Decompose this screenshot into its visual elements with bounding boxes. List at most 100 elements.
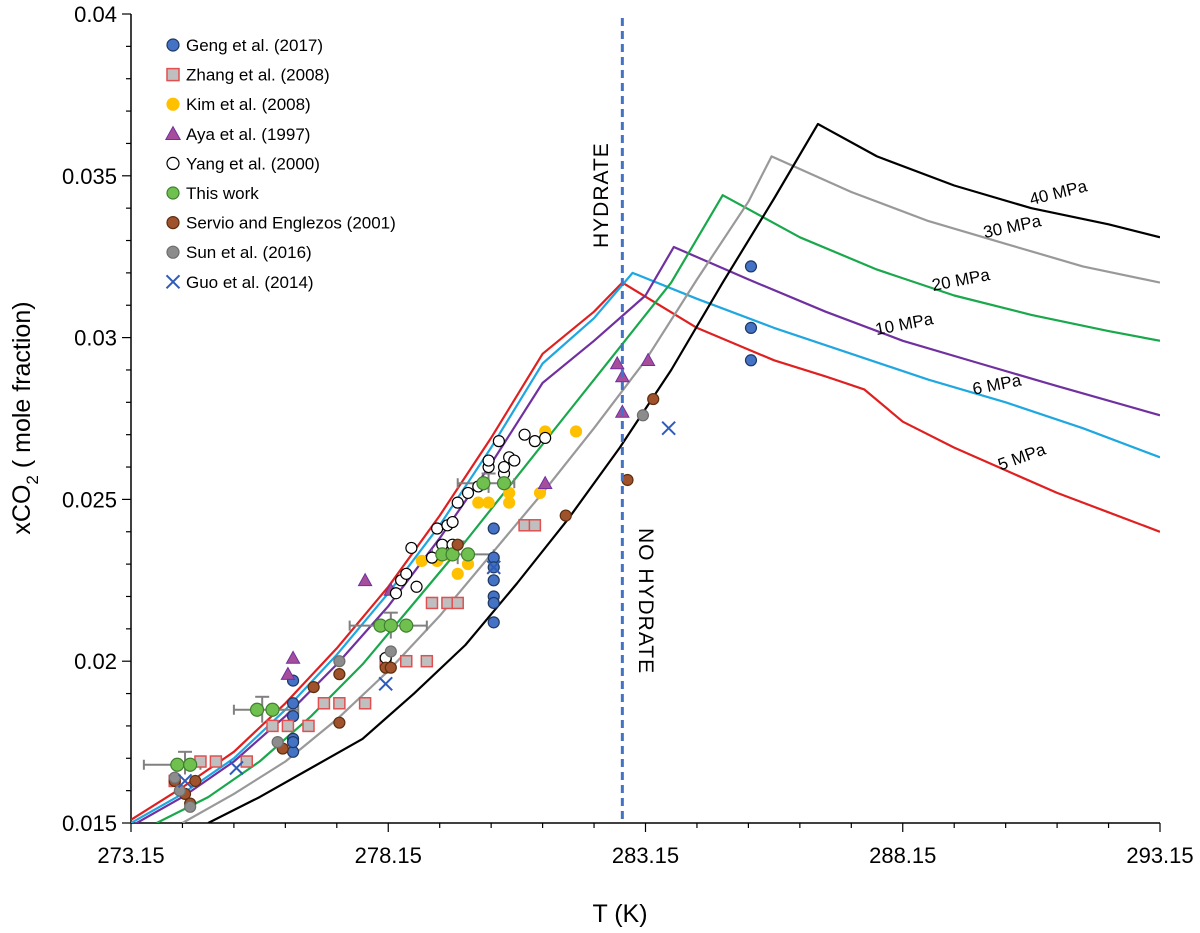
point-zhang-et-al-2008 (528, 519, 542, 532)
x-tick-label: 278.15 (355, 843, 422, 868)
curve-label: 5 MPa (995, 440, 1048, 475)
point-aya-et-al-1997 (609, 355, 625, 370)
point-aya-et-al-1997 (285, 650, 301, 664)
point-yang-et-al-2000 (461, 486, 475, 500)
point-geng-et-al-2017 (487, 574, 500, 587)
point-geng-et-al-2017 (487, 522, 500, 535)
y-axis-title: xCO2 ( mole fraction) (8, 301, 42, 534)
x-axis-title: T (K) (592, 900, 647, 928)
x-tick-label: 273.15 (97, 843, 164, 868)
point-this-work (496, 476, 512, 491)
point-this-work (476, 476, 491, 491)
point-this-work (265, 702, 280, 717)
legend-marker (166, 216, 180, 230)
point-sun-et-al-2016 (636, 409, 650, 422)
x-tick-label: 283.15 (612, 843, 679, 868)
legend-label: Geng et al. (2017) (186, 36, 323, 55)
point-geng-et-al-2017 (286, 735, 300, 749)
point-zhang-et-al-2008 (425, 596, 439, 610)
point-servio-and-englezos-2001 (189, 774, 202, 788)
point-zhang-et-al-2008 (441, 596, 454, 610)
point-yang-et-al-2000 (528, 435, 541, 448)
legend-label: Yang et al. (2000) (186, 154, 320, 173)
y-axis-title-main: xCO (8, 485, 36, 535)
point-geng-et-al-2017 (744, 321, 758, 334)
legend-marker (166, 245, 180, 259)
point-servio-and-englezos-2001 (307, 680, 320, 694)
point-kim-et-al-2008 (472, 496, 485, 509)
point-servio-and-englezos-2001 (384, 661, 397, 674)
curve-30-mpa (181, 155, 1160, 823)
point-zhang-et-al-2008 (400, 654, 413, 668)
point-zhang-et-al-2008 (266, 719, 279, 733)
point-servio-and-englezos-2001 (647, 392, 660, 406)
legend-label: Sun et al. (2016) (186, 243, 312, 262)
y-tick-label: 0.015 (62, 811, 117, 836)
legend: Geng et al. (2017) Zhang et al. (2008) Kim… (164, 36, 396, 292)
point-sun-et-al-2016 (184, 800, 197, 813)
point-sun-et-al-2016 (384, 645, 397, 658)
point-geng-et-al-2017 (286, 697, 300, 710)
point-zhang-et-al-2008 (317, 697, 331, 710)
point-yang-et-al-2000 (405, 541, 418, 555)
legend-label: Guo et al. (2014) (186, 273, 314, 292)
x-tick-label: 293.15 (1126, 843, 1193, 868)
y-axis-title-rest: ( mole fraction) (8, 301, 36, 475)
point-guo-et-al-2014 (378, 676, 393, 692)
point-this-work (183, 757, 198, 772)
point-zhang-et-al-2008 (451, 596, 464, 610)
y-tick-label: 0.04 (74, 2, 117, 27)
point-servio-and-englezos-2001 (451, 538, 464, 551)
curve-6-mpa (131, 271, 1160, 823)
y-tick-label: 0.02 (74, 649, 117, 674)
point-zhang-et-al-2008 (281, 719, 295, 733)
point-kim-et-al-2008 (533, 486, 547, 500)
point-yang-et-al-2000 (497, 460, 511, 474)
point-yang-et-al-2000 (518, 428, 531, 441)
point-aya-et-al-1997 (640, 352, 656, 367)
point-this-work (170, 757, 185, 772)
point-zhang-et-al-2008 (420, 654, 434, 668)
curve-label: 10 MPa (874, 309, 936, 339)
point-yang-et-al-2000 (508, 454, 521, 467)
legend-label: Zhang et al. (2008) (186, 66, 330, 85)
point-kim-et-al-2008 (569, 425, 583, 438)
point-zhang-et-al-2008 (518, 519, 531, 532)
no-hydrate-label: NO HYDRATE (634, 528, 657, 674)
point-this-work (249, 702, 265, 717)
curve-label: 40 MPa (1028, 176, 1090, 209)
point-this-work (383, 618, 398, 633)
legend-marker (166, 38, 180, 52)
legend-label: Servio and Englezos (2001) (186, 214, 396, 233)
curve-label: 30 MPa (982, 211, 1044, 242)
point-sun-et-al-2016 (271, 735, 284, 749)
point-guo-et-al-2014 (177, 773, 193, 789)
error-bars (142, 472, 516, 775)
point-aya-et-al-1997 (357, 572, 373, 587)
legend-label: Kim et al. (2008) (186, 95, 311, 114)
point-yang-et-al-2000 (539, 431, 552, 445)
point-geng-et-al-2017 (487, 616, 500, 629)
point-yang-et-al-2000 (431, 522, 444, 535)
point-sun-et-al-2016 (333, 655, 346, 668)
point-aya-et-al-1997 (280, 666, 296, 680)
hydrate-label: HYDRATE (590, 142, 613, 248)
point-zhang-et-al-2008 (240, 755, 254, 768)
point-zhang-et-al-2008 (302, 719, 315, 733)
point-zhang-et-al-2008 (333, 697, 346, 710)
point-guo-et-al-2014 (229, 760, 244, 776)
curve-label: 6 MPa (971, 371, 1023, 399)
point-geng-et-al-2017 (487, 596, 500, 610)
point-guo-et-al-2014 (486, 560, 501, 575)
x-tick-label: 288.15 (869, 843, 936, 868)
point-geng-et-al-2017 (744, 260, 758, 273)
point-zhang-et-al-2008 (358, 697, 372, 710)
y-tick-label: 0.025 (62, 487, 117, 512)
legend-marker (166, 97, 180, 111)
legend-marker (164, 125, 182, 141)
point-yang-et-al-2000 (410, 580, 423, 593)
axes: 273.15 278.15 283.15 288.15 293.15 0.015 0.02 0… (62, 2, 1194, 868)
point-zhang-et-al-2008 (209, 755, 223, 768)
point-yang-et-al-2000 (400, 567, 413, 580)
